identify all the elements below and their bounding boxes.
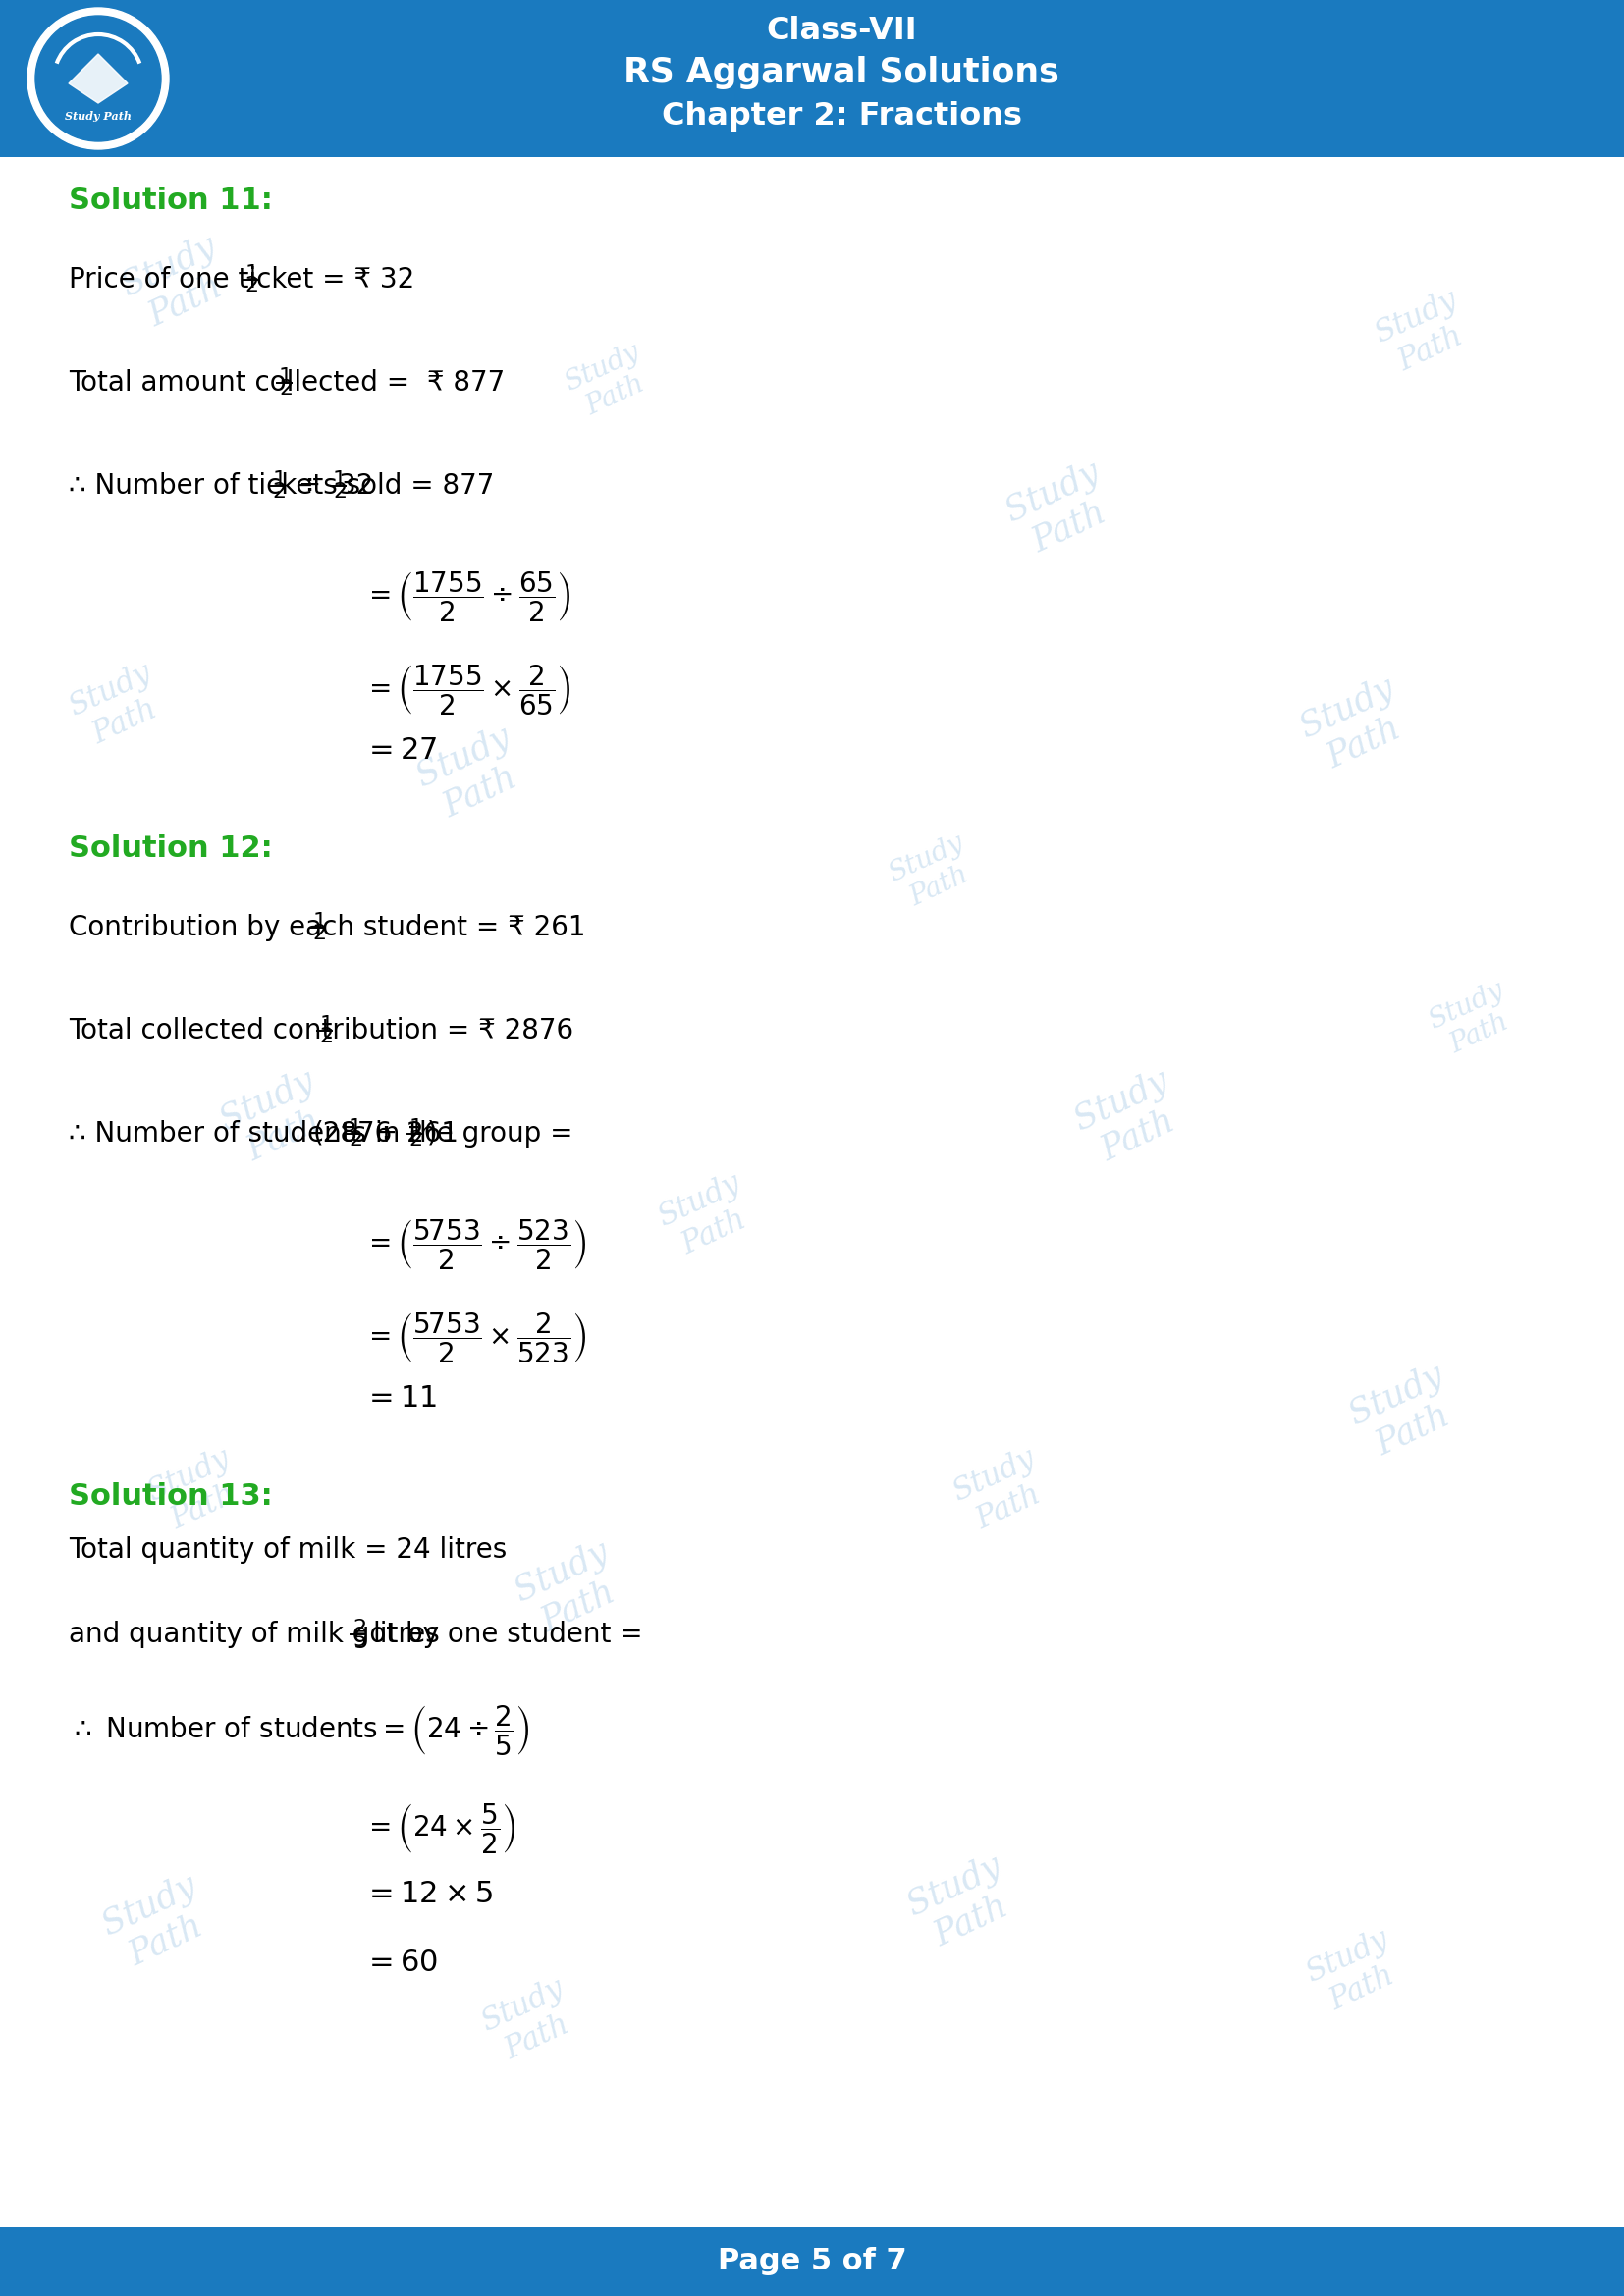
- Text: Class-VII: Class-VII: [767, 16, 918, 46]
- Text: 1: 1: [245, 264, 260, 282]
- Circle shape: [36, 16, 161, 142]
- Bar: [0, 0, 1624, 156]
- Text: 1: 1: [320, 1015, 333, 1035]
- Text: 2: 2: [279, 379, 292, 400]
- Text: $= 60$: $= 60$: [364, 1949, 438, 1977]
- Text: Solution 11:: Solution 11:: [68, 186, 273, 216]
- Text: $\therefore\ \mathrm{Number\ of\ students} = \left(24 \div \dfrac{2}{5}\right)$: $\therefore\ \mathrm{Number\ of\ student…: [68, 1704, 529, 1756]
- Text: 2: 2: [312, 923, 326, 944]
- Text: ∴ Number of students in the group =: ∴ Number of students in the group =: [68, 1120, 581, 1148]
- Bar: [0, 2227, 1624, 2296]
- Text: 2: 2: [245, 276, 260, 296]
- Text: 2: 2: [349, 1130, 362, 1150]
- Text: Study
Path: Study Path: [560, 340, 658, 425]
- Text: and quantity of milk got by one student =: and quantity of milk got by one student …: [68, 1621, 651, 1649]
- Text: 1: 1: [273, 471, 286, 489]
- Text: Page 5 of 7: Page 5 of 7: [718, 2248, 906, 2275]
- Text: Total amount collected =  ₹ 877: Total amount collected = ₹ 877: [68, 370, 505, 397]
- Text: (2876: (2876: [313, 1120, 393, 1148]
- Text: 2: 2: [409, 1130, 422, 1150]
- Text: Study
Path: Study Path: [214, 1063, 336, 1171]
- Text: Solution 13:: Solution 13:: [68, 1483, 273, 1511]
- Text: $= 27$: $= 27$: [364, 737, 437, 765]
- Text: 1: 1: [279, 367, 292, 386]
- Text: Study
Path: Study Path: [143, 1442, 250, 1538]
- Circle shape: [28, 7, 169, 149]
- Text: ∴ Number of tickets sold = 877: ∴ Number of tickets sold = 877: [68, 473, 494, 501]
- Text: Study
Path: Study Path: [1294, 670, 1416, 778]
- Text: Study
Path: Study Path: [1069, 1063, 1190, 1171]
- Text: 1: 1: [349, 1118, 362, 1137]
- Text: $= \left(\dfrac{1755}{2} \div \dfrac{65}{2}\right)$: $= \left(\dfrac{1755}{2} \div \dfrac{65}…: [364, 569, 572, 622]
- Text: Total quantity of milk = 24 litres: Total quantity of milk = 24 litres: [68, 1536, 507, 1564]
- Text: Study
Path: Study Path: [1343, 1359, 1465, 1467]
- Text: Study
Path: Study Path: [96, 1869, 218, 1977]
- Text: 2: 2: [273, 482, 286, 503]
- Text: Study
Path: Study Path: [476, 1972, 585, 2069]
- Text: ÷ 261: ÷ 261: [365, 1120, 458, 1148]
- Text: Total collected contribution = ₹ 2876: Total collected contribution = ₹ 2876: [68, 1017, 573, 1045]
- Text: $= \left(\dfrac{1755}{2} \times \dfrac{2}{65}\right)$: $= \left(\dfrac{1755}{2} \times \dfrac{2…: [364, 664, 572, 716]
- Text: Solution 12:: Solution 12:: [68, 833, 273, 863]
- Text: $= \left(\dfrac{5753}{2} \div \dfrac{523}{2}\right)$: $= \left(\dfrac{5753}{2} \div \dfrac{523…: [364, 1217, 586, 1272]
- Text: $= \left(24 \times \dfrac{5}{2}\right)$: $= \left(24 \times \dfrac{5}{2}\right)$: [364, 1802, 516, 1855]
- Text: Study
Path: Study Path: [1371, 285, 1478, 381]
- Text: ): ): [427, 1120, 437, 1148]
- Text: Chapter 2: Fractions: Chapter 2: Fractions: [661, 101, 1021, 131]
- Text: 5: 5: [352, 1630, 367, 1651]
- Text: $= 11$: $= 11$: [364, 1384, 437, 1412]
- Text: Study
Path: Study Path: [115, 230, 237, 338]
- Text: Study Path: Study Path: [65, 110, 132, 122]
- Text: 2: 2: [333, 482, 346, 503]
- Text: Study
Path: Study Path: [508, 1536, 630, 1644]
- Text: Study
Path: Study Path: [1424, 978, 1522, 1063]
- Text: Study
Path: Study Path: [63, 657, 172, 753]
- Text: 1: 1: [312, 912, 326, 932]
- Text: Study
Path: Study Path: [901, 1848, 1023, 1958]
- Text: Study
Path: Study Path: [948, 1442, 1056, 1538]
- Text: Study
Path: Study Path: [1000, 455, 1121, 563]
- Text: $= \left(\dfrac{5753}{2} \times \dfrac{2}{523}\right)$: $= \left(\dfrac{5753}{2} \times \dfrac{2…: [364, 1311, 586, 1364]
- Text: Contribution by each student = ₹ 261: Contribution by each student = ₹ 261: [68, 914, 586, 941]
- Text: Study
Path: Study Path: [411, 721, 533, 829]
- Text: Price of one ticket = ₹ 32: Price of one ticket = ₹ 32: [68, 266, 414, 294]
- Text: 2: 2: [352, 1619, 367, 1637]
- Text: litres: litres: [372, 1621, 440, 1649]
- Text: 2: 2: [320, 1026, 333, 1047]
- Text: ÷  32: ÷ 32: [289, 473, 374, 501]
- Text: Study
Path: Study Path: [653, 1169, 760, 1265]
- Text: Study
Path: Study Path: [885, 829, 981, 916]
- Polygon shape: [68, 55, 128, 103]
- Text: $= 12 \times 5$: $= 12 \times 5$: [364, 1880, 494, 1908]
- Text: 1: 1: [333, 471, 346, 489]
- Text: RS Aggarwal Solutions: RS Aggarwal Solutions: [624, 55, 1059, 90]
- Text: Study
Path: Study Path: [1301, 1924, 1408, 2020]
- Text: 1: 1: [409, 1118, 422, 1137]
